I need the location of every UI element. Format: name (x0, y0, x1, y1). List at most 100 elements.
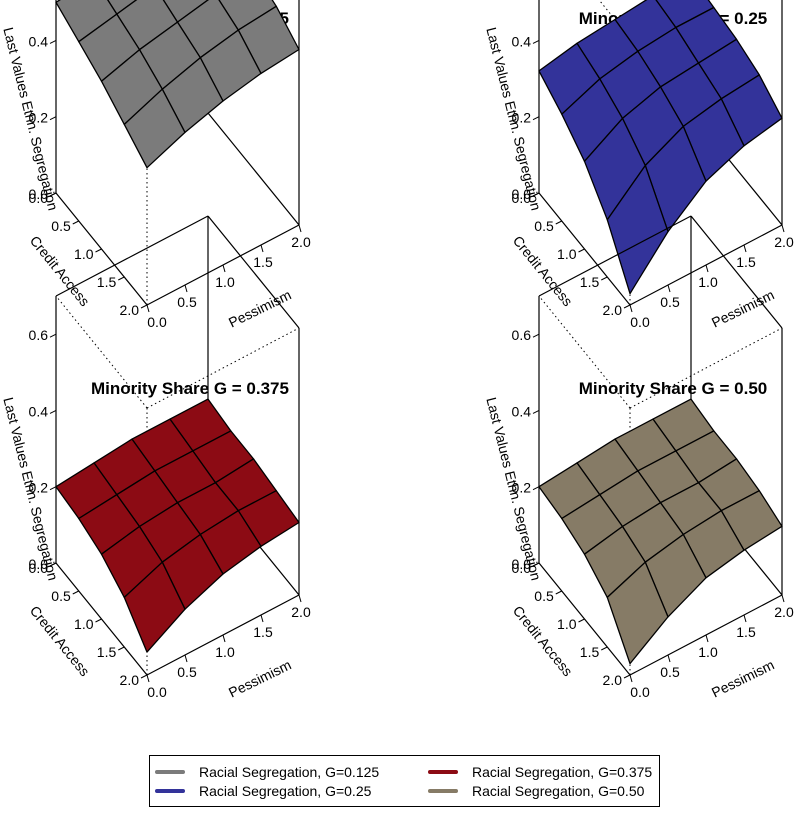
x-tick-3-3 (260, 614, 264, 623)
x-tick-3-4 (298, 594, 302, 603)
x-tick-label-2-1: 0.5 (660, 294, 680, 310)
z-tick-4-2 (532, 409, 540, 414)
y-tick-label-2-1: 0.5 (534, 218, 554, 234)
box-edge-3-7 (207, 215, 300, 329)
y-tick-label-4-3: 1.5 (580, 644, 600, 660)
x-tick-label-3-3: 1.5 (253, 624, 273, 640)
panel-title-4: Minority Share G = 0.50 (579, 379, 768, 398)
legend-label-g025: Racial Segregation, G=0.25 (199, 783, 372, 799)
y-tick-2-2 (578, 248, 585, 253)
panel-title-3: Minority Share G = 0.375 (91, 379, 289, 398)
x-tick-2-3 (743, 244, 747, 253)
y-tick-label-4-2: 1.0 (557, 616, 577, 632)
surface-facet-2-3-0 (606, 164, 669, 295)
x-tick-label-4-3: 1.5 (736, 624, 756, 640)
y-tick-3-1 (72, 590, 79, 595)
x-tick-4-2 (705, 634, 709, 643)
z-tick-label-3-3: 0.6 (29, 327, 49, 343)
z-tick-label-1-0: 0.0 (29, 186, 49, 202)
z-tick-label-2-2: 0.4 (512, 33, 532, 49)
x-tick-label-4-2: 1.0 (698, 644, 718, 660)
y-tick-label-2-0: 0.0 (512, 190, 532, 206)
x-tick-4-4 (781, 594, 785, 603)
y-tick-label-3-1: 0.5 (51, 588, 71, 604)
y-tick-2-4 (623, 304, 631, 309)
x-tick-label-2-0: 0.0 (630, 314, 650, 330)
legend-item-g0375: Racial Segregation, G=0.375 (428, 763, 652, 781)
box-edge-3-6 (55, 215, 209, 297)
y-tick-3-0 (49, 562, 57, 567)
legend-label-g0125: Racial Segregation, G=0.125 (199, 764, 380, 780)
surface-panel-3: Minority Share G = 0.3750.00.20.40.60.00… (0, 215, 311, 701)
x-tick-label-2-4: 2.0 (774, 234, 794, 250)
z-tick-label-3-0: 0.0 (29, 556, 49, 572)
y-tick-label-2-2: 1.0 (557, 246, 577, 262)
y-tick-label-2-3: 1.5 (580, 274, 600, 290)
z-tick-4-1 (532, 486, 540, 491)
y-tick-4-1 (555, 590, 562, 595)
legend-swatch-g0375 (428, 770, 458, 774)
x-tick-label-1-4: 2.0 (291, 234, 311, 250)
y-tick-4-4 (623, 674, 631, 679)
x-tick-label-3-1: 0.5 (177, 664, 197, 680)
x-axis-title-3: Pessimism (226, 656, 294, 700)
x-axis-title-4: Pessimism (709, 656, 777, 700)
box-hidden-edge-3-2 (146, 327, 300, 409)
y-tick-3-4 (140, 674, 148, 679)
x-tick-3-2 (222, 634, 226, 643)
x-tick-1-4 (298, 224, 302, 233)
x-tick-1-0 (146, 304, 150, 313)
x-tick-2-1 (667, 284, 671, 293)
z-tick-label-4-0: 0.0 (512, 556, 532, 572)
legend-item-g0125: Racial Segregation, G=0.125 (155, 763, 379, 781)
z-tick-3-1 (49, 486, 57, 491)
x-tick-label-1-3: 1.5 (253, 254, 273, 270)
y-tick-1-0 (49, 192, 57, 197)
y-tick-label-1-1: 0.5 (51, 218, 71, 234)
y-tick-label-3-4: 2.0 (120, 672, 140, 688)
box-hidden-edge-4-1 (538, 295, 631, 409)
y-tick-1-2 (95, 248, 102, 253)
legend-item-g025: Racial Segregation, G=0.25 (155, 782, 371, 800)
y-tick-2-0 (532, 192, 540, 197)
y-tick-label-1-3: 1.5 (97, 274, 117, 290)
legend-swatch-g025 (155, 789, 185, 793)
z-tick-label-2-1: 0.2 (512, 110, 532, 126)
x-tick-1-2 (222, 264, 226, 273)
z-tick-label-3-1: 0.2 (29, 480, 49, 496)
x-tick-label-3-0: 0.0 (147, 684, 167, 700)
x-tick-2-4 (781, 224, 785, 233)
z-tick-2-2 (532, 39, 540, 44)
z-tick-4-3 (532, 333, 540, 338)
y-tick-4-2 (578, 618, 585, 623)
y-tick-label-3-2: 1.0 (74, 616, 94, 632)
y-tick-label-3-3: 1.5 (97, 644, 117, 660)
y-tick-2-3 (601, 276, 608, 281)
surface-panel-2: Minority Share G = 0.250.00.20.40.60.00.… (483, 0, 794, 331)
x-tick-label-2-2: 1.0 (698, 274, 718, 290)
y-tick-label-3-0: 0.0 (29, 560, 49, 576)
box-edge-1-2 (207, 112, 300, 226)
z-tick-label-1-2: 0.4 (29, 33, 49, 49)
y-tick-label-4-4: 2.0 (603, 672, 623, 688)
legend: Racial Segregation, G=0.125 Racial Segre… (149, 755, 660, 807)
x-tick-1-3 (260, 244, 264, 253)
box-hidden-edge-3-1 (55, 295, 148, 409)
z-tick-1-2 (49, 39, 57, 44)
z-tick-label-4-3: 0.6 (512, 327, 532, 343)
y-tick-label-4-0: 0.0 (512, 560, 532, 576)
z-tick-1-1 (49, 116, 57, 121)
y-axis-title-3: Credit Access (27, 603, 93, 680)
z-tick-3-2 (49, 409, 57, 414)
z-tick-label-4-1: 0.2 (512, 480, 532, 496)
y-tick-1-3 (118, 276, 125, 281)
legend-item-g050: Racial Segregation, G=0.50 (428, 782, 644, 800)
x-tick-2-0 (629, 304, 633, 313)
y-tick-2-1 (555, 220, 562, 225)
z-tick-label-4-2: 0.4 (512, 403, 532, 419)
y-tick-label-1-0: 0.0 (29, 190, 49, 206)
surface-facet-1-3-0 (123, 88, 186, 169)
x-tick-label-4-4: 2.0 (774, 604, 794, 620)
surface-facet-4-3-0 (606, 561, 669, 665)
